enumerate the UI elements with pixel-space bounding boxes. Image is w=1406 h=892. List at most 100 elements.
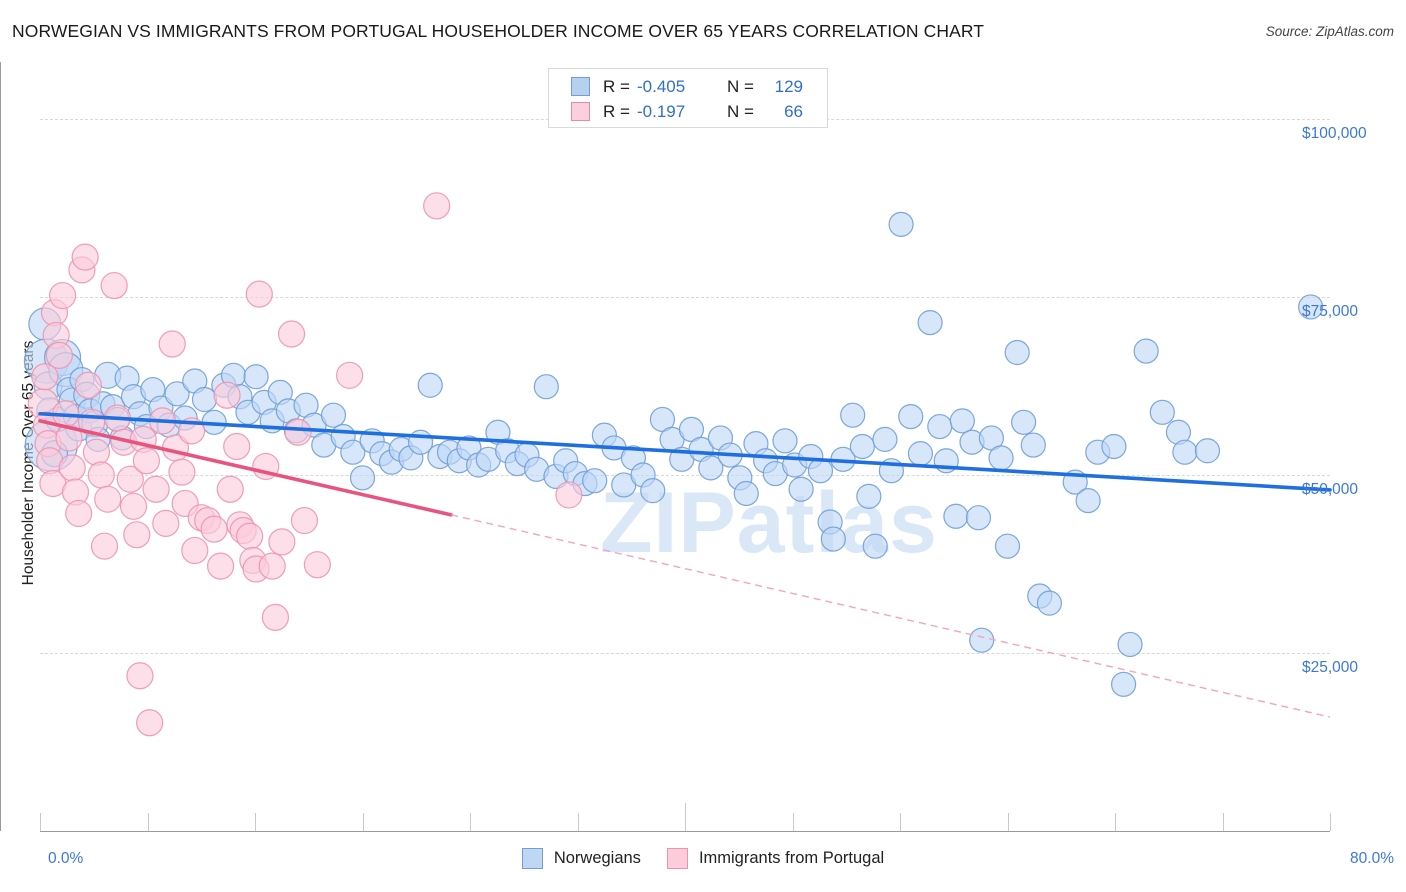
data-point <box>74 371 102 399</box>
y-axis-line <box>0 62 1 831</box>
data-point <box>55 424 83 452</box>
data-point <box>90 532 119 560</box>
legend-item-norwegians[interactable]: Norwegians <box>521 848 641 869</box>
data-point <box>100 271 128 300</box>
y-tick-label: $50,000 <box>1302 480 1359 498</box>
data-point <box>213 381 241 409</box>
data-point <box>927 413 953 440</box>
n-label-blue: N = <box>727 76 754 96</box>
data-point <box>45 341 73 369</box>
legend-label-portugal: Immigrants from Portugal <box>698 849 885 867</box>
data-point <box>582 468 608 494</box>
r-value-pink: -0.197 <box>637 101 686 121</box>
gridline <box>40 652 1330 654</box>
data-point <box>158 330 186 358</box>
plot-area: ZIPatlas <box>23 62 1332 831</box>
data-point <box>1101 433 1127 460</box>
data-point <box>555 481 583 509</box>
data-point <box>349 465 376 491</box>
data-point <box>48 281 77 310</box>
data-point <box>1149 399 1175 425</box>
data-point <box>807 458 834 484</box>
data-point <box>216 475 244 503</box>
data-point <box>119 492 148 520</box>
n-value-blue: 129 <box>774 76 803 96</box>
x-tick-mark <box>255 813 256 831</box>
data-point <box>1133 338 1159 364</box>
data-point <box>698 455 724 481</box>
data-point <box>284 418 312 446</box>
x-tick-mark <box>685 803 686 831</box>
data-point <box>336 361 364 389</box>
data-point <box>164 381 190 407</box>
data-point <box>243 364 269 390</box>
trendline <box>38 419 453 517</box>
data-point <box>1036 590 1063 616</box>
legend-swatch-pink <box>571 102 590 121</box>
data-point <box>898 403 924 430</box>
data-point <box>856 483 882 509</box>
data-point <box>245 280 273 308</box>
legend-color-swatch-norwegians <box>521 848 543 869</box>
data-point <box>849 433 875 460</box>
data-point <box>965 505 992 531</box>
data-point <box>320 402 347 428</box>
page-title: NORWEGIAN VS IMMIGRANTS FROM PORTUGAL HO… <box>12 21 985 41</box>
data-point <box>943 503 969 529</box>
data-point <box>840 402 866 428</box>
n-label-pink: N = <box>727 101 754 121</box>
data-point <box>423 192 451 220</box>
data-point <box>126 662 154 690</box>
data-point <box>533 374 559 400</box>
x-axis-min-label: 0.0% <box>48 850 84 867</box>
data-point <box>36 447 64 475</box>
data-point <box>1004 339 1030 366</box>
series-legend: Norwegians Immigrants from Portugal <box>0 848 1406 869</box>
data-point <box>136 709 164 737</box>
data-point <box>640 478 666 504</box>
gridline <box>40 474 1330 476</box>
x-tick-mark <box>792 813 794 831</box>
source-label: Source: ZipAtlas.com <box>1265 24 1394 39</box>
data-point <box>820 526 846 552</box>
data-point <box>152 509 180 537</box>
n-value-pink: 66 <box>784 101 803 121</box>
gridline <box>40 296 1330 298</box>
x-tick-mark <box>1222 813 1224 831</box>
data-point <box>123 521 151 549</box>
data-point <box>917 310 943 336</box>
legend-label-norwegians: Norwegians <box>553 849 641 867</box>
data-point <box>181 536 209 565</box>
y-tick-label: $25,000 <box>1302 658 1359 676</box>
y-tick-label: $100,000 <box>1302 124 1367 142</box>
correlation-legend: R = -0.405 N = 129 R = -0.197 N = 66 <box>548 68 828 128</box>
x-tick-mark <box>1007 813 1009 831</box>
data-point <box>1110 671 1137 697</box>
data-point <box>1117 631 1143 658</box>
x-tick-mark <box>1115 813 1116 831</box>
r-label-pink: R = <box>603 101 630 121</box>
x-tick-mark <box>1330 813 1331 831</box>
data-point <box>303 551 331 579</box>
data-point <box>258 552 286 580</box>
data-point <box>988 445 1014 471</box>
data-point <box>31 363 59 391</box>
data-point <box>71 243 99 271</box>
data-point <box>116 465 144 493</box>
scatter-layer <box>23 192 1332 737</box>
data-point <box>862 533 888 559</box>
data-point <box>1020 432 1046 458</box>
r-value-blue: -0.405 <box>637 76 686 96</box>
data-point <box>907 441 934 467</box>
correlation-row-norwegians: R = -0.405 N = 129 <box>549 74 827 99</box>
data-point <box>1075 488 1101 514</box>
data-point <box>417 372 443 398</box>
data-point <box>888 211 914 237</box>
x-tick-mark <box>577 813 579 831</box>
y-tick-label: $75,000 <box>1302 302 1359 320</box>
legend-item-portugal[interactable]: Immigrants from Portugal <box>666 848 885 869</box>
x-tick-mark <box>40 813 41 831</box>
trendline-extension <box>451 514 1331 718</box>
legend-swatch-blue <box>571 77 590 96</box>
